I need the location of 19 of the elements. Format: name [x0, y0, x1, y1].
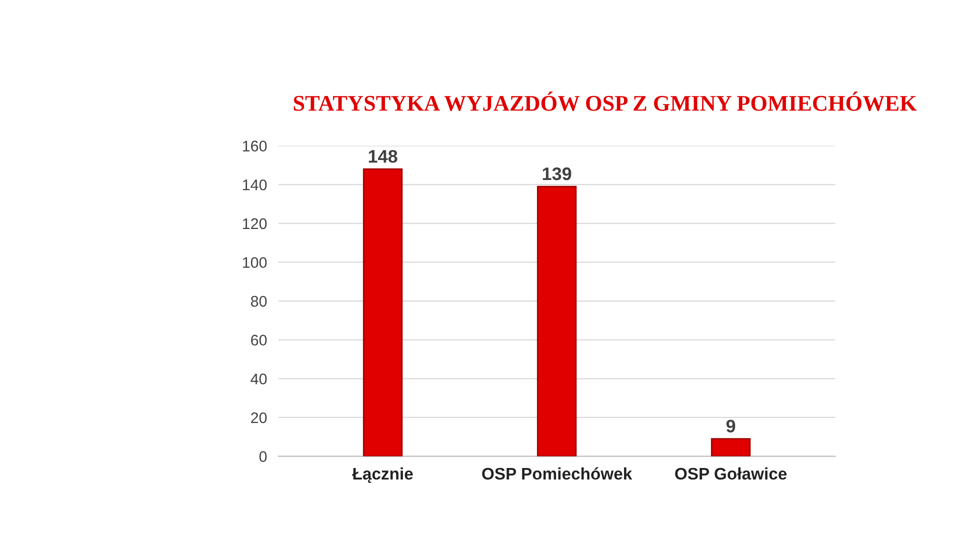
bar — [536, 186, 577, 456]
data-label: 139 — [542, 167, 572, 180]
x-tick-label: OSP Pomiechówek — [482, 467, 632, 480]
data-label: 148 — [368, 150, 398, 163]
y-tick-label: 0 — [259, 451, 267, 462]
data-label: 9 — [726, 420, 736, 432]
bar — [362, 168, 403, 456]
x-tick-label: OSP Goławice — [675, 467, 787, 480]
y-tick-label: 40 — [250, 374, 267, 384]
bar — [710, 438, 751, 456]
y-tick-label: 60 — [251, 334, 267, 346]
y-tick-label: 100 — [242, 257, 267, 268]
x-tick-label: Łącznie — [352, 467, 413, 483]
chart-title: STATYSTYKA WYJAZDÓW OSP Z GMINY POMIECHÓWEK — [294, 92, 917, 111]
y-tick-label: 160 — [242, 140, 267, 152]
y-tick-label: 140 — [242, 179, 267, 190]
y-tick-label: 120 — [242, 218, 267, 230]
y-tick-label: 80 — [250, 296, 267, 307]
y-tick-label: 20 — [251, 412, 267, 424]
